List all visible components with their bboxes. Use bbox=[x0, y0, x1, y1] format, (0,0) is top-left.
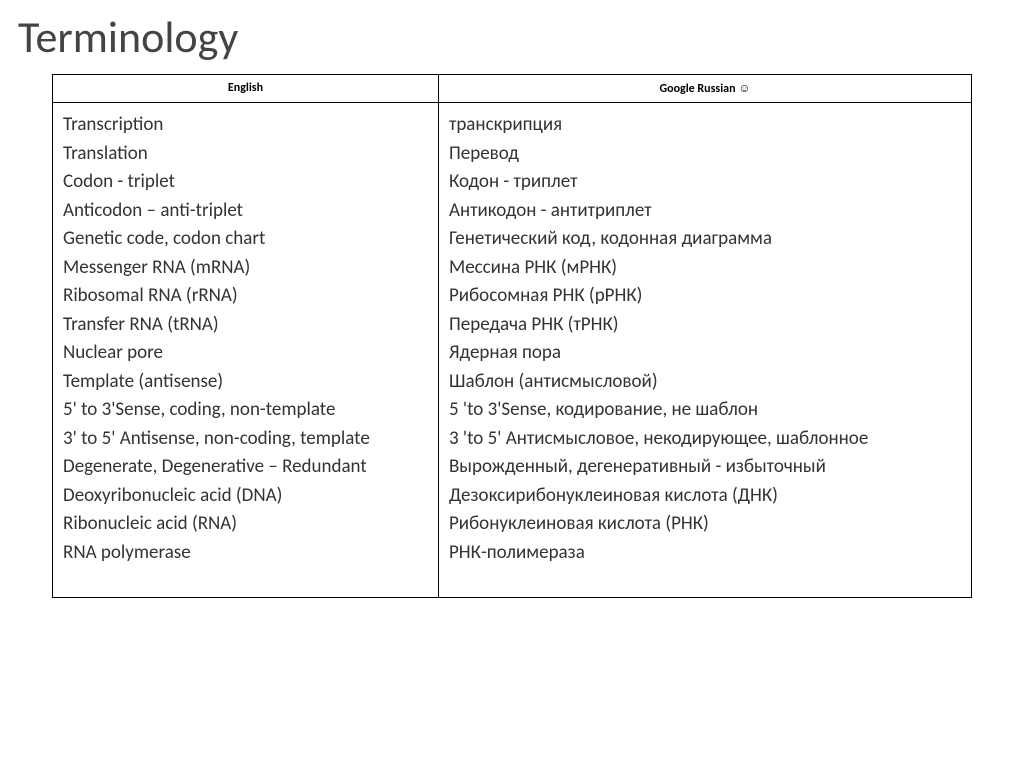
table-row: TranscriptionTranslationCodon - tripletA… bbox=[53, 103, 972, 598]
russian-term: Рибосомная РНК (рРНК) bbox=[449, 282, 961, 311]
slide-title: Terminology bbox=[18, 10, 1006, 64]
russian-term: 3 'to 5' Антисмысловое, некодирующее, ша… bbox=[449, 425, 961, 454]
english-term: Degenerate, Degenerative – Redundant bbox=[63, 453, 428, 482]
russian-term: Рибонуклеиновая кислота (РНК) bbox=[449, 510, 961, 539]
russian-term: Кодон - триплет bbox=[449, 168, 961, 197]
english-term: Nuclear pore bbox=[63, 339, 428, 368]
english-term: Transcription bbox=[63, 111, 428, 140]
english-term: Ribonucleic acid (RNA) bbox=[63, 510, 428, 539]
english-term: Codon - triplet bbox=[63, 168, 428, 197]
english-term: 5' to 3'Sense, coding, non-template bbox=[63, 396, 428, 425]
russian-term: Мессина РНК (мРНК) bbox=[449, 254, 961, 283]
russian-term: Передача РНК (тРНК) bbox=[449, 311, 961, 340]
terminology-table-wrap: English Google Russian ☺ TranscriptionTr… bbox=[52, 74, 972, 598]
header-english: English bbox=[53, 75, 439, 103]
english-term: Translation bbox=[63, 140, 428, 169]
russian-term: Генетический код, кодонная диаграмма bbox=[449, 225, 961, 254]
english-term: Messenger RNA (mRNA) bbox=[63, 254, 428, 283]
english-term: Ribosomal RNA (rRNA) bbox=[63, 282, 428, 311]
header-russian: Google Russian ☺ bbox=[438, 75, 971, 103]
english-term: Template (antisense) bbox=[63, 368, 428, 397]
russian-term: Дезоксирибонуклеиновая кислота (ДНК) bbox=[449, 482, 961, 511]
russian-term: Вырожденный, дегенеративный - избыточный bbox=[449, 453, 961, 482]
russian-term: транскрипция bbox=[449, 111, 961, 140]
english-term: Transfer RNA (tRNA) bbox=[63, 311, 428, 340]
english-term: Genetic code, codon chart bbox=[63, 225, 428, 254]
russian-term: Перевод bbox=[449, 140, 961, 169]
russian-term: Ядерная пора bbox=[449, 339, 961, 368]
cell-russian: транскрипцияПереводКодон - триплетАнтико… bbox=[438, 103, 971, 598]
terminology-table: English Google Russian ☺ TranscriptionTr… bbox=[52, 74, 972, 598]
english-term: Deoxyribonucleic acid (DNA) bbox=[63, 482, 428, 511]
russian-term: 5 'to 3'Sense, кодирование, не шаблон bbox=[449, 396, 961, 425]
russian-term: РНК-полимераза bbox=[449, 539, 961, 568]
cell-english: TranscriptionTranslationCodon - tripletA… bbox=[53, 103, 439, 598]
russian-term: Шаблон (антисмысловой) bbox=[449, 368, 961, 397]
english-term: 3' to 5' Antisense, non-coding, template bbox=[63, 425, 428, 454]
english-term: Anticodon – anti-triplet bbox=[63, 197, 428, 226]
english-term: RNA polymerase bbox=[63, 539, 428, 568]
table-header-row: English Google Russian ☺ bbox=[53, 75, 972, 103]
russian-term: Антикодон - антитриплет bbox=[449, 197, 961, 226]
